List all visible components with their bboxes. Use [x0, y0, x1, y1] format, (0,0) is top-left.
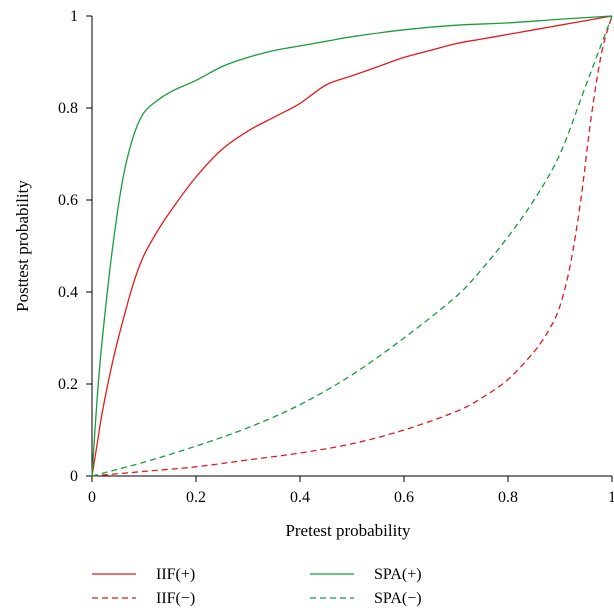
axes	[91, 16, 612, 477]
y-tick-label: 0.4	[58, 284, 78, 301]
y-tick-label: 0.6	[58, 192, 78, 209]
legend-label-2: SPA(+)	[374, 566, 422, 583]
x-tick-label: 0.6	[394, 489, 414, 506]
ticks: 0 0.2 0.4 0.6 0.8 1 0 0.2 0.4 0.6 0.8 1	[58, 8, 614, 506]
legend-label-3: SPA(−)	[374, 590, 422, 607]
x-tick-label: 1	[608, 489, 614, 506]
series-line-3	[91, 15, 613, 477]
legend-label-0: IIF(+)	[156, 566, 195, 583]
x-tick-label: 0.4	[290, 489, 310, 506]
series-line-2	[91, 15, 613, 477]
x-tick-label: 0.8	[498, 489, 518, 506]
x-tick-label: 0	[88, 489, 96, 506]
y-tick-label: 0	[70, 468, 78, 485]
y-axis-title: Posttest probability	[13, 180, 32, 312]
series-line-0	[91, 15, 613, 477]
series-line-1	[91, 15, 613, 477]
series	[91, 15, 613, 477]
y-tick-label: 0.2	[58, 376, 78, 393]
legend-label-1: IIF(−)	[156, 590, 195, 607]
y-tick-label: 1	[70, 8, 78, 25]
legend: IIF(+) SPA(+) IIF(−) SPA(−)	[92, 566, 422, 607]
y-tick-label: 0.8	[58, 100, 78, 117]
x-tick-label: 0.2	[186, 489, 206, 506]
x-axis-title: Pretest probability	[285, 521, 411, 540]
